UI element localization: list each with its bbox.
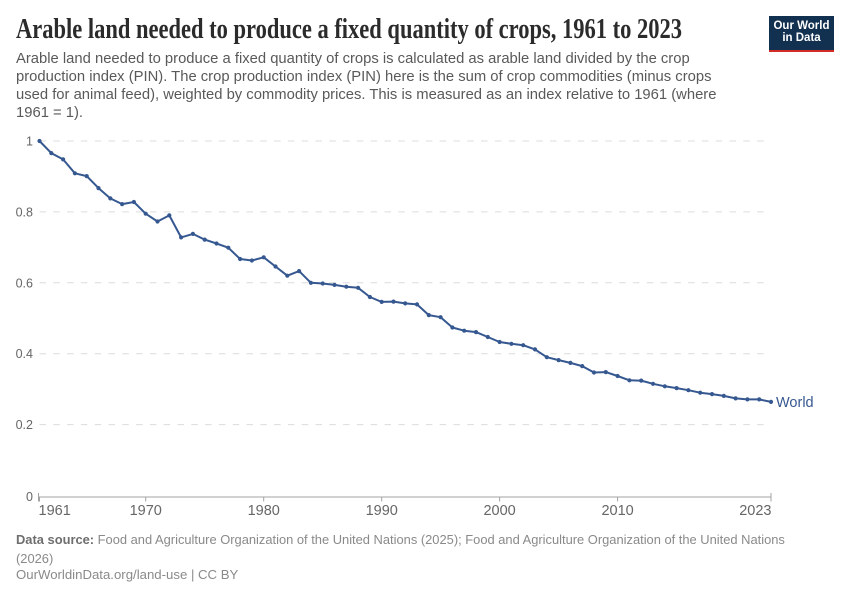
svg-text:1970: 1970 (130, 503, 162, 519)
svg-text:1980: 1980 (248, 503, 280, 519)
svg-text:1961: 1961 (39, 503, 71, 519)
svg-text:0.4: 0.4 (16, 347, 33, 361)
svg-text:0: 0 (26, 490, 33, 504)
svg-text:1990: 1990 (366, 503, 398, 519)
svg-text:2023: 2023 (739, 503, 771, 519)
svg-text:World: World (776, 395, 814, 411)
svg-text:1: 1 (26, 135, 33, 149)
svg-text:0.2: 0.2 (16, 418, 33, 432)
svg-text:Arable land needed to produce: Arable land needed to produce a fixed qu… (16, 14, 682, 45)
svg-text:2000: 2000 (483, 503, 515, 519)
svg-text:0.6: 0.6 (16, 276, 33, 290)
svg-text:0.8: 0.8 (16, 205, 33, 219)
svg-text:2010: 2010 (601, 503, 633, 519)
